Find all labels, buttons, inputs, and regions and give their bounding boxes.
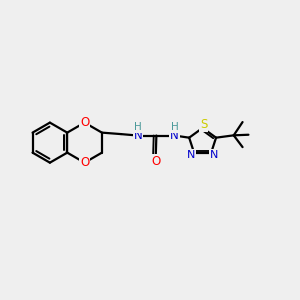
Text: O: O	[80, 156, 89, 169]
Text: S: S	[200, 118, 208, 131]
Text: N: N	[210, 150, 219, 160]
Text: N: N	[170, 129, 179, 142]
Text: N: N	[187, 150, 195, 160]
Text: N: N	[134, 129, 142, 142]
Text: H: H	[134, 122, 142, 132]
Text: H: H	[171, 122, 178, 132]
Text: O: O	[151, 155, 160, 168]
Text: O: O	[80, 116, 89, 129]
